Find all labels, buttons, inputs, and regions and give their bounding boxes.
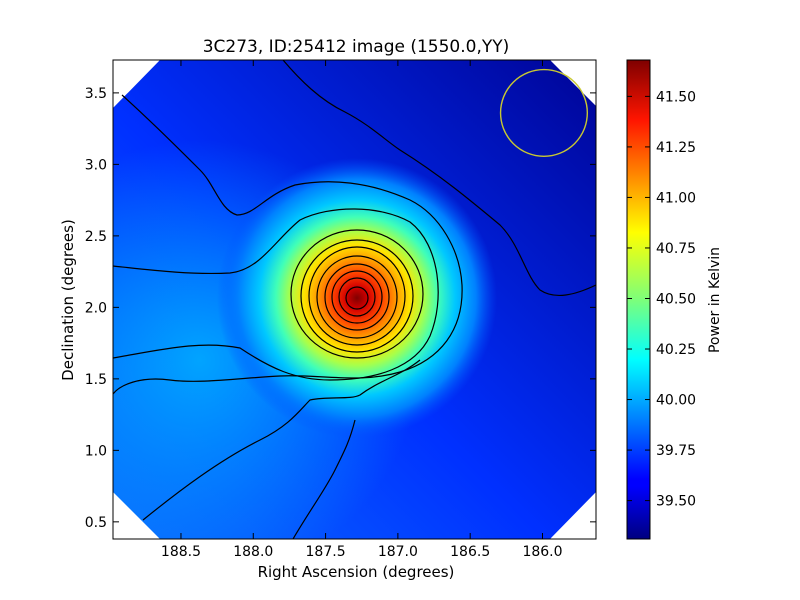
contour-line — [345, 286, 369, 310]
x-tick-label: 187.5 — [306, 544, 346, 560]
x-tick-label: 186.5 — [450, 544, 490, 560]
y-tick-label: 3.5 — [85, 86, 107, 102]
colorbar-tick-label: 41.25 — [656, 140, 696, 156]
colorbar-label: Power in Kelvin — [707, 247, 723, 353]
beam-circle — [499, 68, 589, 157]
plot-frame — [112, 59, 597, 540]
corner-mask-tr — [550, 60, 596, 106]
plot-area — [112, 59, 597, 540]
contour-line — [292, 419, 356, 539]
contour-line — [308, 246, 406, 346]
colorbar-tick-label: 39.50 — [656, 494, 696, 510]
contour-line — [113, 208, 439, 381]
colorbar-tick-label: 40.25 — [656, 342, 696, 358]
contour-line — [316, 255, 398, 339]
colorbar-tick-label: 41.50 — [656, 89, 696, 105]
x-tick-label: 186.0 — [522, 544, 562, 560]
contour-line — [113, 94, 463, 395]
x-tick-label: 187.0 — [378, 544, 418, 560]
colorbar-frame — [626, 59, 651, 540]
chart-title: 3C273, ID:25412 image (1550.0,YY) — [203, 37, 510, 57]
colorbar-gradient — [627, 60, 650, 539]
colorbar-tick-label: 40.00 — [656, 393, 696, 409]
x-tick-label: 188.5 — [161, 544, 201, 560]
contour-line — [300, 239, 414, 353]
contour-line — [331, 270, 383, 324]
colorbar-tick-label: 40.50 — [656, 291, 696, 307]
y-tick-label: 0.5 — [85, 515, 107, 531]
colorbar-tick-label: 40.75 — [656, 241, 696, 257]
colorbar-tick-label: 39.75 — [656, 443, 696, 459]
contour-line — [142, 359, 421, 521]
x-axis-label: Right Ascension (degrees) — [258, 563, 455, 581]
corner-mask-br — [550, 492, 596, 539]
contour-line — [324, 263, 390, 331]
contour-lines — [113, 60, 596, 539]
y-axis: 0.5 1.0 1.5 2.0 2.5 3.0 3.5 — [85, 86, 596, 531]
y-tick-label: 3.0 — [85, 157, 107, 173]
x-axis: 188.5 188.0 187.5 187.0 186.5 186.0 — [161, 60, 563, 560]
y-tick-label: 2.0 — [85, 300, 107, 316]
corner-mask-tl — [113, 60, 160, 108]
colorbar-ticks: 39.50 39.75 40.00 40.25 40.50 40.75 41.00 41.25… — [627, 89, 696, 510]
x-tick-label: 188.0 — [233, 544, 273, 560]
contour-line — [290, 229, 424, 359]
heatmap-image — [113, 60, 596, 539]
y-tick-label: 1.5 — [85, 372, 107, 388]
y-tick-label: 1.0 — [85, 443, 107, 459]
y-tick-label: 2.5 — [85, 229, 107, 245]
colorbar: 39.50 39.75 40.00 40.25 40.50 40.75 41.00 41.25… — [626, 59, 723, 540]
source-emission — [217, 158, 497, 438]
contour-line — [282, 60, 596, 297]
corner-mask-bl — [113, 492, 160, 539]
colorbar-tick-label: 41.00 — [656, 190, 696, 206]
contour-line — [338, 277, 376, 317]
y-axis-label: Declination (degrees) — [59, 219, 77, 381]
